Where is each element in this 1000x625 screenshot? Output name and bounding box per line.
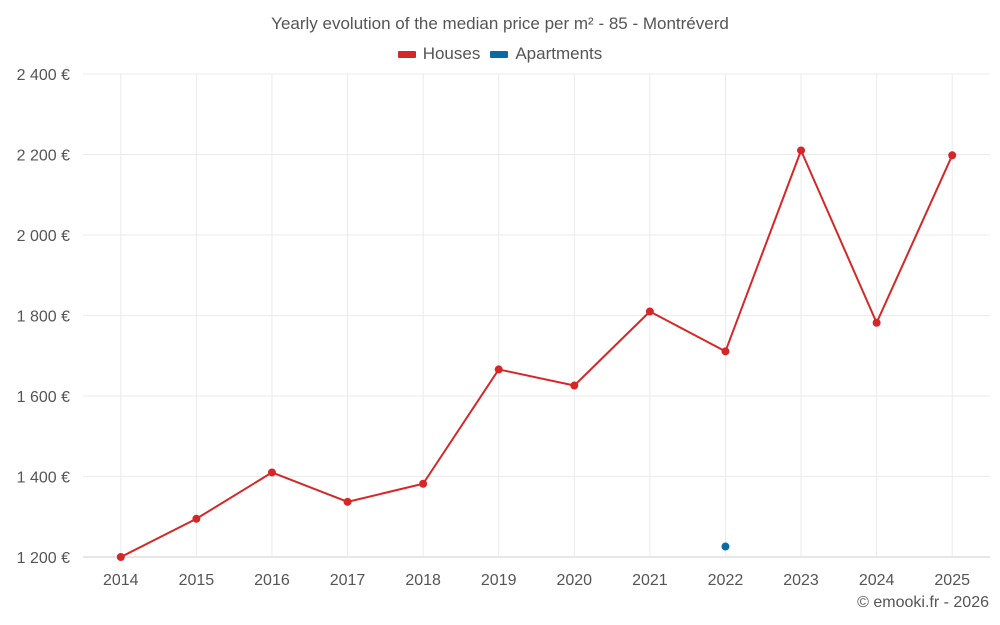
x-tick-label: 2025 — [934, 572, 970, 589]
chart-title: Yearly evolution of the median price per… — [271, 14, 729, 33]
legend-label-apartments: Apartments — [515, 44, 603, 63]
data-point-houses — [645, 307, 654, 316]
data-point-houses — [267, 468, 276, 477]
x-tick-label: 2018 — [405, 572, 441, 589]
legend-label-houses: Houses — [422, 44, 481, 63]
x-tick-label: 2022 — [708, 572, 744, 589]
series-line-houses — [120, 149, 954, 558]
legend-swatch-apartments — [490, 50, 509, 58]
x-tick-label: 2014 — [103, 572, 139, 589]
x-tick-label: 2020 — [556, 572, 592, 589]
credit-text: © emooki.fr - 2026 — [857, 594, 989, 611]
y-tick-label: 2 400 € — [17, 67, 70, 84]
y-tick-label: 2 000 € — [17, 228, 70, 245]
y-tick-label: 1 400 € — [17, 470, 70, 487]
data-point-houses — [872, 318, 881, 327]
legend: Houses Apartments — [0, 44, 1000, 64]
data-point-houses — [419, 479, 428, 488]
y-tick-label: 1 600 € — [17, 389, 70, 406]
x-tick-label: 2024 — [859, 572, 895, 589]
legend-item-houses[interactable]: Houses — [397, 44, 481, 64]
data-point-houses — [721, 347, 730, 356]
x-tick-label: 2017 — [330, 572, 366, 589]
data-point-houses — [797, 146, 806, 155]
data-point-houses — [343, 497, 352, 506]
x-tick-label: 2021 — [632, 572, 668, 589]
y-tick-label: 2 200 € — [17, 148, 70, 165]
x-tick-label: 2023 — [783, 572, 819, 589]
data-point-houses — [192, 514, 201, 523]
data-point-houses — [570, 381, 579, 390]
data-point-houses — [948, 151, 957, 160]
y-tick-label: 1 200 € — [17, 550, 70, 567]
data-point-houses — [116, 553, 125, 561]
data-point-apartments — [721, 542, 730, 551]
x-tick-label: 2019 — [481, 572, 517, 589]
legend-item-apartments[interactable]: Apartments — [490, 44, 602, 64]
legend-swatch-houses — [397, 50, 416, 58]
y-tick-label: 1 800 € — [17, 309, 70, 326]
x-tick-label: 2016 — [254, 572, 290, 589]
data-point-houses — [494, 365, 503, 374]
x-tick-label: 2015 — [179, 572, 215, 589]
